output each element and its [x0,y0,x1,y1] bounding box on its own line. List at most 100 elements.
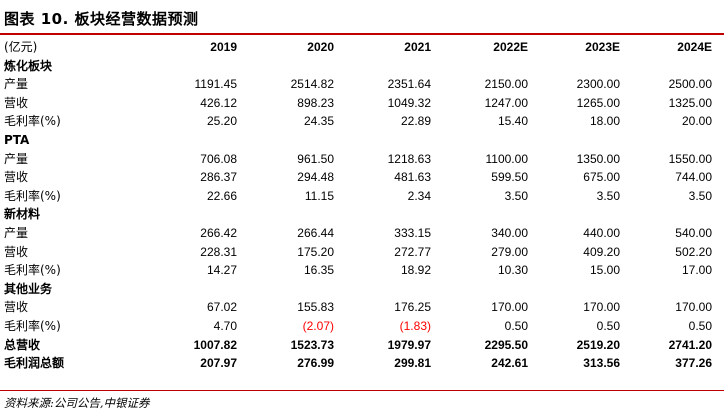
value-cell [538,205,630,224]
value-cell: 706.08 [200,151,237,166]
value-cell: 0.50 [504,318,528,333]
row-label: 营收 [4,95,29,110]
top-rule [0,33,724,35]
value-cell [630,205,722,224]
value-cell [538,280,630,299]
value-cell [630,131,722,150]
header-row: (亿元) 2019 2020 2021 2022E 2023E 2024E [0,38,722,57]
value-cell: 3.50 [688,188,712,203]
row-label: 产量 [4,77,29,92]
value-cell: 286.37 [200,170,237,185]
value-cell: 2514.82 [290,77,334,92]
row-label: 新材料 [4,207,41,222]
value-cell: 1007.82 [193,337,237,352]
value-cell [344,205,441,224]
value-cell: (1.83) [399,318,431,333]
row-label: 毛利率(%) [4,318,61,333]
value-cell: 426.12 [200,95,237,110]
table-row: 营收 286.37 294.48 481.63 599.50 675.00 744.00 [0,168,722,187]
value-cell: 2519.20 [576,337,620,352]
year-header: 2024E [677,40,712,54]
value-cell: 4.70 [213,318,237,333]
value-cell: 176.25 [394,300,431,315]
value-cell: 242.61 [491,356,528,371]
value-cell: 294.48 [297,170,334,185]
value-cell: 440.00 [583,225,620,240]
table-row: 营收 426.12 898.23 1049.32 1247.00 1265.00 1325.… [0,94,722,113]
value-cell: 170.00 [583,300,620,315]
year-header: 2021 [404,40,431,54]
total-row: 总营收 1007.82 1523.73 1979.97 2295.50 2519.20 27… [0,336,722,355]
value-cell [150,205,247,224]
value-cell: 24.35 [303,114,334,129]
value-cell [441,280,538,299]
value-cell: 1218.63 [387,151,431,166]
value-cell: 340.00 [491,225,528,240]
row-label: 毛利率(%) [4,114,61,129]
value-cell: 1523.73 [290,337,334,352]
row-label: 营收 [4,300,29,315]
value-cell [344,57,441,76]
value-cell [150,131,247,150]
value-cell: 155.83 [297,300,334,315]
value-cell: 18.00 [589,114,620,129]
value-cell: 3.50 [596,188,620,203]
value-cell: 10.30 [497,263,528,278]
value-cell [247,131,344,150]
value-cell [538,57,630,76]
value-cell: 2295.50 [484,337,528,352]
row-label: 营收 [4,244,29,259]
value-cell: 377.26 [675,356,712,371]
value-cell: 228.31 [200,244,237,259]
value-cell [150,57,247,76]
total-row: 毛利润总额 207.97 276.99 299.81 242.61 313.56 377.2… [0,354,722,373]
value-cell: 675.00 [583,170,620,185]
row-label: 炼化板块 [4,58,53,73]
value-cell: 409.20 [583,244,620,259]
value-cell [538,131,630,150]
value-cell: 1979.97 [387,337,431,352]
table-row: 毛利率(%) 22.66 11.15 2.34 3.50 3.50 3.50 [0,187,722,206]
value-cell: 1191.45 [194,77,238,92]
value-cell: 481.63 [394,170,431,185]
value-cell: 540.00 [675,225,712,240]
row-label: 其他业务 [4,281,53,296]
value-cell [247,280,344,299]
bottom-rule [0,390,724,391]
year-header: 2020 [307,40,334,54]
value-cell: 299.81 [394,356,431,371]
row-label: 毛利率(%) [4,188,61,203]
value-cell: 15.40 [497,114,528,129]
value-cell: 744.00 [675,170,712,185]
table-row: 产量 706.08 961.50 1218.63 1100.00 1350.00 1550.… [0,150,722,169]
value-cell: 170.00 [491,300,528,315]
table-row: 毛利率(%) 4.70 (2.07) (1.83) 0.50 0.50 0.50 [0,317,722,336]
table-row: 毛利率(%) 14.27 16.35 18.92 10.30 15.00 17.00 [0,261,722,280]
value-cell: 14.27 [206,263,237,278]
value-cell: 333.15 [394,225,431,240]
section-header: 炼化板块 [0,57,722,76]
source-note: 资料来源:公司公告,中银证券 [4,396,150,410]
value-cell: 11.15 [304,188,334,203]
value-cell: 2300.00 [576,77,620,92]
value-cell: 898.23 [297,95,334,110]
year-header: 2019 [210,40,237,54]
table-row: 营收 67.02 155.83 176.25 170.00 170.00 170.00 [0,298,722,317]
value-cell: 207.97 [200,356,237,371]
section-header: 其他业务 [0,280,722,299]
table-row: 毛利率(%) 25.20 24.35 22.89 15.40 18.00 20.00 [0,112,722,131]
value-cell: 18.92 [400,263,431,278]
value-cell [630,57,722,76]
value-cell: 599.50 [491,170,528,185]
unit-label: (亿元) [4,40,38,54]
row-label: 总营收 [4,337,41,352]
value-cell: 175.20 [297,244,334,259]
year-header: 2023E [585,40,620,54]
value-cell: 1049.32 [387,95,431,110]
value-cell [247,57,344,76]
value-cell: (2.07) [302,318,334,333]
value-cell: 1265.00 [576,95,620,110]
row-label: 毛利率(%) [4,263,61,278]
value-cell [150,280,247,299]
value-cell [630,280,722,299]
